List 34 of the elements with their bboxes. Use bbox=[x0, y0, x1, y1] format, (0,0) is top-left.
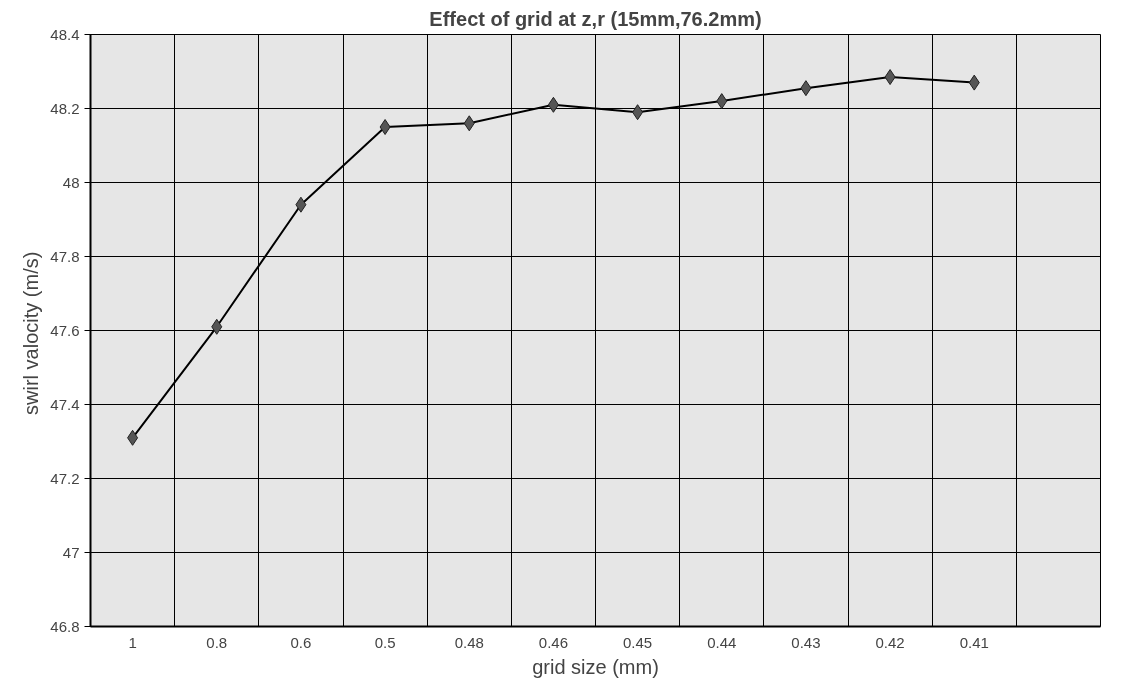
y-tick-label: 47 bbox=[62, 543, 80, 561]
chart-title: Effect of grid at z,r (15mm,76.2mm) bbox=[429, 7, 762, 30]
x-tick-label: 0.41 bbox=[959, 633, 989, 651]
x-tick-label: 1 bbox=[128, 633, 137, 651]
point bbox=[127, 429, 139, 446]
x-tick-label: 0.6 bbox=[290, 633, 312, 651]
y-tick-label: 47.4 bbox=[50, 395, 80, 413]
x-tick-label: 0.48 bbox=[454, 633, 484, 651]
point bbox=[295, 196, 307, 213]
x-axis-title: grid size (mm) bbox=[532, 655, 659, 678]
point bbox=[547, 96, 559, 113]
x-tick-label: 0.46 bbox=[538, 633, 569, 651]
point bbox=[379, 119, 391, 135]
x-tick-label: 0.45 bbox=[622, 633, 653, 651]
point bbox=[716, 93, 728, 110]
y-tick-label: 47.2 bbox=[50, 469, 80, 487]
x-tick-label: 0.42 bbox=[875, 633, 905, 651]
y-tick-label: 46.8 bbox=[50, 617, 80, 635]
point bbox=[211, 318, 223, 335]
point bbox=[968, 74, 980, 91]
y-tick-label: 48 bbox=[62, 173, 80, 191]
y-axis-title: swirl valocity (m/s) bbox=[20, 251, 43, 415]
x-tick-label: 0.43 bbox=[791, 633, 821, 651]
y-tick-label: 48.2 bbox=[50, 99, 80, 117]
point bbox=[800, 80, 812, 97]
x-tick-label: 0.8 bbox=[206, 633, 228, 651]
point bbox=[463, 115, 475, 132]
y-tick-label: 48.4 bbox=[50, 25, 80, 43]
y-tick-label: 47.8 bbox=[50, 247, 80, 265]
x-tick-label: 0.5 bbox=[374, 633, 396, 651]
point bbox=[884, 69, 896, 86]
point bbox=[632, 104, 644, 121]
x-tick-label: 0.44 bbox=[707, 633, 737, 651]
y-tick-label: 47.6 bbox=[50, 321, 80, 339]
